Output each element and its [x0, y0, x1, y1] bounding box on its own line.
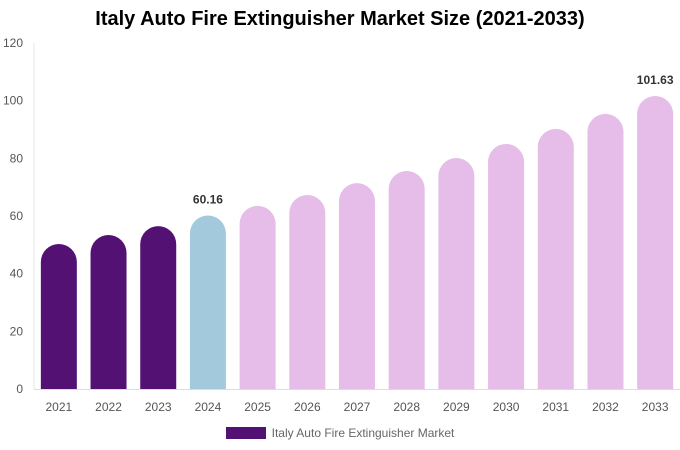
x-tick-label: 2031: [542, 400, 569, 414]
x-tick-label: 2026: [294, 400, 321, 414]
y-tick-label: 100: [3, 94, 23, 108]
x-tick-label: 2030: [493, 400, 520, 414]
x-tick-label: 2033: [642, 400, 669, 414]
x-tick-label: 2028: [393, 400, 420, 414]
bar-2030: [488, 143, 525, 389]
y-tick-label: 40: [10, 267, 24, 281]
legend-label: Italy Auto Fire Extinguisher Market: [271, 426, 455, 440]
bar-2022: [90, 235, 127, 389]
bar-2024: [189, 215, 226, 389]
y-tick-label: 0: [16, 382, 23, 396]
x-tick-label: 2021: [45, 400, 72, 414]
bar-2021: [40, 243, 77, 389]
bar-2027: [339, 183, 375, 389]
x-tick-label: 2022: [95, 400, 122, 414]
x-tick-label: 2024: [195, 400, 222, 414]
data-label: 60.16: [193, 193, 223, 207]
bar-2032: [587, 113, 624, 389]
x-tick-label: 2025: [244, 400, 271, 414]
y-tick-label: 120: [3, 36, 23, 50]
bar-2029: [438, 158, 475, 389]
bar-2033: [637, 95, 674, 390]
x-tick-label: 2023: [145, 400, 172, 414]
data-label: 101.63: [637, 73, 674, 87]
bar-2031: [537, 128, 574, 389]
y-tick-label: 80: [10, 151, 24, 165]
y-tick-label: 60: [10, 209, 24, 223]
bar-2026: [289, 194, 326, 389]
x-tick-label: 2027: [344, 400, 371, 414]
legend-swatch: [225, 427, 266, 439]
legend: Italy Auto Fire Extinguisher Market: [0, 426, 680, 440]
x-tick-label: 2032: [592, 400, 619, 414]
y-tick-label: 20: [10, 324, 24, 338]
bar-2025: [239, 205, 276, 389]
x-tick-label: 2029: [443, 400, 470, 414]
bar-2028: [388, 171, 425, 389]
bar-2023: [140, 226, 177, 389]
chart-title: Italy Auto Fire Extinguisher Market Size…: [95, 8, 585, 30]
